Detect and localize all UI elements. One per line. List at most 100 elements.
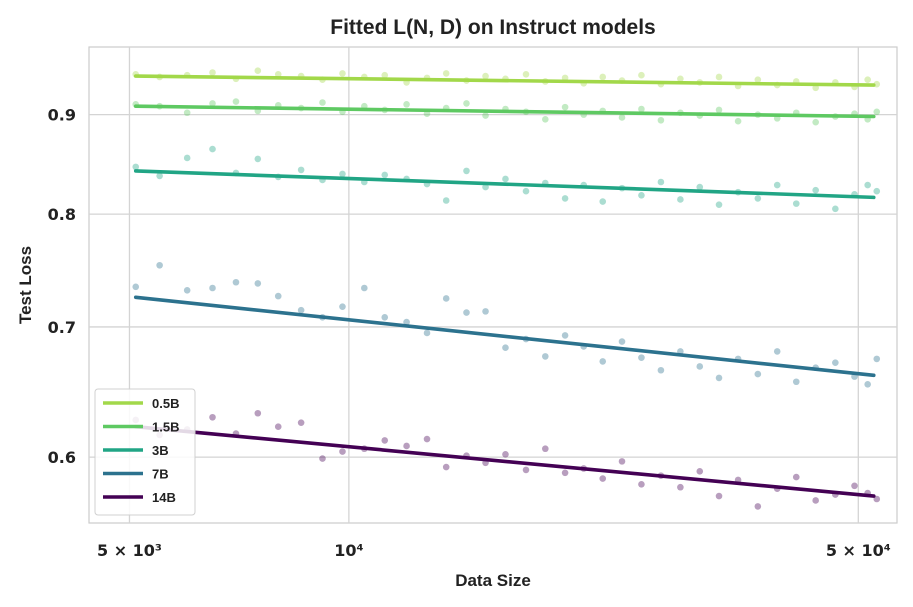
data-point-7B <box>851 373 858 380</box>
data-point-7B <box>482 308 489 315</box>
data-point-0.5B <box>132 70 140 78</box>
data-point-1.5B <box>209 100 216 107</box>
data-point-3B <box>657 178 665 186</box>
data-point-14B <box>423 435 431 443</box>
data-point-0.5B <box>812 84 819 92</box>
data-point-0.5B <box>403 79 410 86</box>
data-point-1.5B <box>792 109 800 117</box>
data-point-7B <box>522 335 530 343</box>
data-point-7B <box>403 318 410 326</box>
data-point-0.5B <box>734 82 742 90</box>
data-point-14B <box>832 491 839 498</box>
data-point-14B <box>403 442 410 450</box>
data-point-14B <box>542 445 549 453</box>
legend-label-7B: 7B <box>152 467 169 482</box>
data-point-3B <box>542 179 549 187</box>
data-point-0.5B <box>754 76 762 83</box>
data-point-7B <box>580 343 588 350</box>
data-point-14B <box>873 495 881 503</box>
data-point-3B <box>423 180 431 188</box>
data-point-7B <box>156 261 163 269</box>
data-point-14B <box>297 419 305 426</box>
y-tick-labels: 0.6 0.7 0.8 0.9 <box>48 106 76 468</box>
data-point-1.5B <box>183 109 191 117</box>
data-points <box>132 67 881 510</box>
data-point-7B <box>773 348 781 355</box>
data-point-3B <box>442 197 450 204</box>
data-point-1.5B <box>618 114 626 121</box>
data-point-14B <box>319 455 326 462</box>
data-point-0.5B <box>864 76 871 83</box>
data-point-1.5B <box>657 116 665 124</box>
data-point-1.5B <box>442 104 450 112</box>
data-point-14B <box>361 445 368 453</box>
data-point-0.5B <box>183 71 191 79</box>
data-point-1.5B <box>599 107 607 115</box>
data-point-1.5B <box>319 99 326 106</box>
data-point-0.5B <box>773 81 781 89</box>
data-point-0.5B <box>319 76 326 83</box>
x-tick-label: 5 × 10³ <box>97 541 162 560</box>
fit-lines <box>133 74 876 498</box>
data-point-7B <box>209 284 216 292</box>
data-point-7B <box>183 287 191 294</box>
data-point-14B <box>754 503 762 510</box>
data-point-0.5B <box>381 71 389 79</box>
data-point-3B <box>792 200 800 207</box>
data-point-7B <box>361 284 368 292</box>
data-point-3B <box>482 183 489 191</box>
data-point-3B <box>132 163 140 171</box>
data-point-3B <box>734 188 742 196</box>
data-point-1.5B <box>542 116 549 123</box>
data-point-0.5B <box>638 71 645 79</box>
data-point-14B <box>254 409 262 417</box>
data-point-0.5B <box>482 72 489 80</box>
fit-line-0.5B <box>133 74 876 87</box>
data-point-1.5B <box>132 101 140 108</box>
data-point-3B <box>297 166 305 174</box>
data-point-3B <box>361 178 368 186</box>
data-point-1.5B <box>773 115 781 122</box>
data-point-14B <box>580 465 588 472</box>
fit-line-14B <box>133 424 876 498</box>
data-point-0.5B <box>618 77 626 84</box>
data-point-1.5B <box>381 106 389 114</box>
data-point-0.5B <box>832 79 839 86</box>
data-point-7B <box>339 303 346 310</box>
data-point-7B <box>873 355 881 363</box>
data-point-7B <box>715 374 723 382</box>
fit-line-7B <box>133 295 876 378</box>
data-point-7B <box>274 292 282 300</box>
data-point-3B <box>696 183 704 191</box>
data-point-1.5B <box>232 98 240 105</box>
data-point-3B <box>522 187 530 195</box>
data-point-1.5B <box>754 111 762 118</box>
data-point-3B <box>463 167 470 175</box>
data-point-7B <box>618 338 626 345</box>
data-point-7B <box>232 278 240 286</box>
data-point-0.5B <box>502 75 509 83</box>
data-point-3B <box>274 173 282 181</box>
data-point-7B <box>812 364 819 372</box>
data-point-1.5B <box>522 108 530 116</box>
data-point-14B <box>482 459 489 467</box>
data-point-3B <box>873 187 881 195</box>
legend-label-0.5B: 0.5B <box>152 396 179 411</box>
data-point-3B <box>864 181 871 189</box>
data-point-0.5B <box>254 67 262 75</box>
data-point-3B <box>812 186 819 194</box>
data-point-1.5B <box>463 100 470 107</box>
data-point-3B <box>561 195 569 202</box>
data-point-7B <box>734 355 742 363</box>
data-point-3B <box>599 198 607 205</box>
data-point-1.5B <box>254 107 262 115</box>
data-point-3B <box>339 170 346 178</box>
legend-label-1.5B: 1.5B <box>152 420 179 435</box>
data-point-7B <box>754 370 762 378</box>
data-point-1.5B <box>638 105 645 113</box>
data-point-1.5B <box>297 104 305 112</box>
data-point-14B <box>734 476 742 484</box>
data-point-0.5B <box>657 80 665 88</box>
data-point-0.5B <box>715 73 723 81</box>
